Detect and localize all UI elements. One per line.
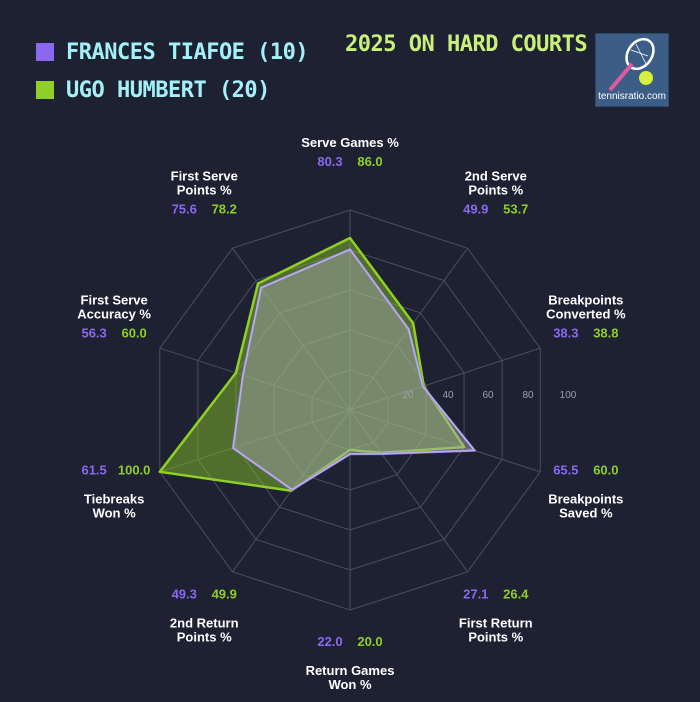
legend-swatch-tiafoe — [36, 43, 54, 61]
value-label-humbert: 26.4 — [503, 587, 529, 602]
value-label-tiafoe: 22.0 — [317, 634, 342, 649]
legend-item-tiafoe: FRANCES TIAFOE (10) — [36, 36, 309, 68]
tick-label: 40 — [442, 390, 454, 401]
value-label-humbert: 86.0 — [357, 154, 382, 169]
axis-label: Breakpoints — [548, 492, 623, 507]
site-logo: tennisratio.com — [595, 33, 669, 107]
value-label-humbert: 100.0 — [118, 463, 151, 478]
axis-label: Points % — [177, 182, 232, 197]
axis-label: Accuracy % — [77, 306, 151, 321]
value-label-humbert: 78.2 — [212, 201, 237, 216]
grid-spoke — [349, 347, 541, 411]
value-label-tiafoe: 75.6 — [172, 201, 197, 216]
value-label-humbert: 38.8 — [593, 325, 618, 340]
legend: FRANCES TIAFOE (10) UGO HUMBERT (20) — [36, 36, 309, 112]
value-label-tiafoe: 38.3 — [553, 325, 578, 340]
value-label-tiafoe: 65.5 — [553, 463, 578, 478]
value-label-humbert: 60.0 — [593, 463, 618, 478]
value-label-tiafoe: 56.3 — [81, 325, 106, 340]
axis-label: Points % — [177, 630, 232, 645]
value-label-tiafoe: 27.1 — [463, 587, 488, 602]
axis-label: Saved % — [559, 506, 613, 521]
axis-label: Tiebreaks — [84, 492, 144, 507]
value-label-tiafoe: 49.3 — [172, 587, 197, 602]
axis-label: Return Games — [306, 663, 395, 678]
tick-label: 80 — [522, 390, 534, 401]
grid-spoke — [159, 409, 351, 473]
chart-headline: 2025 ON HARD COURTS — [345, 32, 588, 57]
legend-label-humbert: UGO HUMBERT (20) — [66, 77, 270, 103]
axis-label: First Serve — [171, 168, 238, 183]
value-label-tiafoe: 49.9 — [463, 201, 488, 216]
value-label-humbert: 49.9 — [212, 587, 237, 602]
axis-label: Breakpoints — [548, 292, 623, 307]
value-label-tiafoe: 61.5 — [81, 463, 106, 478]
axis-label: 2nd Serve — [465, 168, 527, 183]
value-label-humbert: 20.0 — [357, 634, 382, 649]
axis-label: First Serve — [81, 292, 148, 307]
legend-swatch-humbert — [36, 81, 54, 99]
axis-label: 2nd Return — [170, 616, 239, 631]
radar-tick-labels: 20 40 60 80 100 — [402, 390, 576, 401]
axis-label: Won % — [328, 677, 372, 692]
tick-label: 20 — [402, 390, 414, 401]
axis-label: Won % — [93, 506, 137, 521]
tick-label: 60 — [482, 390, 494, 401]
axis-label: Points % — [468, 182, 523, 197]
axis-label: Points % — [468, 630, 523, 645]
axis-label: Serve Games % — [301, 135, 399, 150]
axis-label: Converted % — [546, 306, 626, 321]
grid-spoke — [159, 347, 351, 411]
axis-label-group: Serve Games % 80.3 86.0 — [301, 135, 399, 169]
grid-spoke — [349, 409, 468, 573]
grid-spoke — [349, 409, 541, 473]
axis-label: First Return — [459, 616, 533, 631]
series-fill-tiafoe — [232, 248, 477, 491]
logo-text: tennisratio.com — [598, 91, 666, 102]
value-label-humbert: 60.0 — [121, 325, 146, 340]
grid-spoke — [232, 247, 351, 411]
legend-item-humbert: UGO HUMBERT (20) — [36, 74, 308, 106]
value-label-humbert: 53.7 — [503, 201, 528, 216]
radar-series — [158, 236, 477, 492]
radar-grid — [159, 209, 541, 611]
tick-label: 100 — [560, 390, 577, 401]
legend-label-tiafoe: FRANCES TIAFOE (10) — [66, 39, 309, 65]
tennis-ball-icon — [639, 71, 653, 85]
tennis-racket-icon — [608, 37, 655, 92]
value-label-tiafoe: 80.3 — [317, 154, 342, 169]
